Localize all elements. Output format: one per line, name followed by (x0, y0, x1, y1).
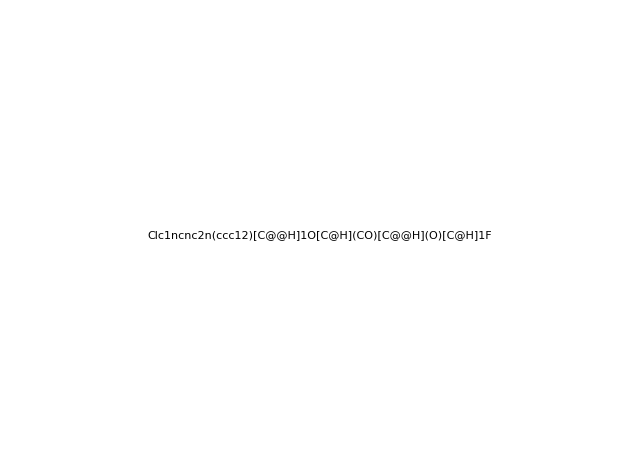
Text: Clc1ncnc2n(ccc12)[C@@H]1O[C@H](CO)[C@@H](O)[C@H]1F: Clc1ncnc2n(ccc12)[C@@H]1O[C@H](CO)[C@@H]… (148, 230, 492, 240)
